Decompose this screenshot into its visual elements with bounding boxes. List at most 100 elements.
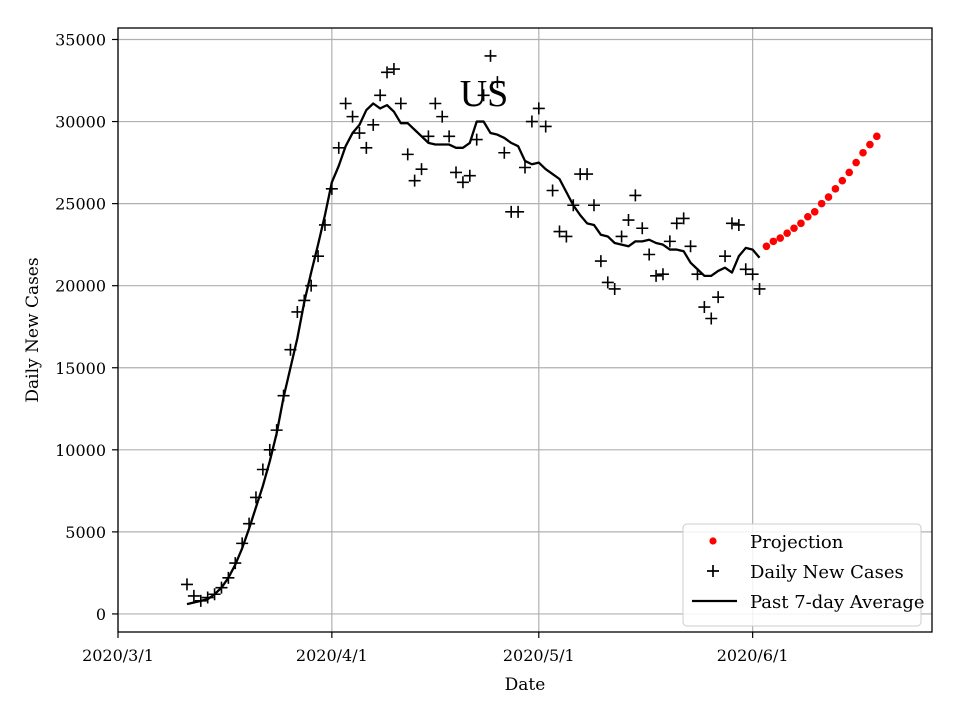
daily-cases-point <box>339 97 352 110</box>
legend-cases-marker <box>707 565 719 577</box>
y-tick-label: 5000 <box>65 523 106 542</box>
daily-cases-point <box>691 268 704 281</box>
daily-cases-point <box>581 168 594 181</box>
daily-cases-point <box>677 212 690 225</box>
average-line-layer <box>186 102 761 606</box>
daily-cases-point <box>429 97 442 110</box>
legend-box <box>682 523 922 627</box>
projection-point <box>762 242 771 251</box>
daily-cases-point <box>318 218 331 231</box>
y-tick-label: 0 <box>96 605 106 624</box>
daily-cases-point <box>739 263 752 276</box>
legend-cases-label: Daily New Cases <box>750 562 904 583</box>
daily-cases-point <box>753 282 766 295</box>
daily-cases-point <box>415 163 428 176</box>
daily-cases-point <box>408 174 421 187</box>
daily-cases-point <box>698 301 711 314</box>
daily-cases-point <box>643 248 656 261</box>
daily-cases-point <box>594 255 607 268</box>
daily-cases-point <box>312 250 325 263</box>
daily-cases-point <box>450 166 463 179</box>
daily-cases-point <box>629 189 642 202</box>
daily-cases-point <box>381 66 394 79</box>
daily-cases-point <box>284 343 297 356</box>
daily-cases-point <box>332 141 345 154</box>
daily-cases-point <box>180 578 193 591</box>
projection-point <box>873 132 881 141</box>
daily-cases-point <box>587 199 600 212</box>
daily-cases-point <box>553 225 566 238</box>
daily-cases-point <box>546 184 559 197</box>
projection-point <box>790 224 798 233</box>
chart-title: US <box>460 73 509 115</box>
x-tick-label: 2020/6/1 <box>717 646 789 665</box>
daily-cases-point <box>525 115 538 128</box>
projection-point <box>769 237 778 246</box>
daily-cases-point <box>367 118 380 131</box>
daily-cases-point <box>725 217 738 230</box>
x-tick-label: 2020/3/1 <box>82 646 154 665</box>
projection-point <box>797 219 805 228</box>
projection-point <box>824 193 833 201</box>
daily-cases-point <box>519 161 531 174</box>
daily-cases-point <box>194 594 207 607</box>
projection-point <box>838 176 847 185</box>
daily-cases-point <box>622 214 635 227</box>
daily-cases-point <box>263 443 276 456</box>
legend-projection-marker <box>709 537 717 545</box>
projection-point <box>866 140 874 149</box>
daily-cases-point <box>532 102 545 115</box>
daily-cases-point <box>456 176 469 189</box>
daily-cases-point <box>387 63 400 76</box>
daily-cases-point <box>484 49 497 62</box>
daily-cases-point <box>270 424 283 437</box>
daily-cases-point <box>712 291 725 304</box>
daily-cases-point <box>394 97 407 110</box>
y-tick-label: 15000 <box>55 359 106 378</box>
daily-cases-point <box>325 182 338 195</box>
daily-cases-point <box>298 294 311 307</box>
daily-cases-point <box>539 120 552 133</box>
projection-point <box>776 234 785 242</box>
daily-cases-point <box>360 141 373 154</box>
daily-cases-point <box>443 130 456 143</box>
daily-cases-point <box>291 305 304 318</box>
daily-cases-point <box>684 240 697 253</box>
daily-cases-point <box>498 146 511 159</box>
daily-cases-point <box>236 537 249 550</box>
daily-cases-point <box>636 222 649 235</box>
projection-point <box>810 208 819 216</box>
projection-point <box>817 199 826 208</box>
daily-cases-point <box>215 581 228 594</box>
projection-point <box>783 229 791 237</box>
daily-cases-point <box>470 133 483 146</box>
daily-cases-point <box>422 130 435 143</box>
daily-cases-point <box>346 110 359 123</box>
average-line <box>186 102 761 606</box>
daily-cases-point <box>732 218 745 231</box>
x-axis-ticks: 2020/3/1 2020/4/1 2020/5/1 2020/6/1 <box>82 632 789 665</box>
projection-point <box>845 168 854 177</box>
daily-cases-point <box>615 230 628 243</box>
daily-cases-layer <box>180 49 766 607</box>
daily-cases-point <box>256 463 269 476</box>
daily-cases-point <box>608 282 621 295</box>
daily-cases-point <box>436 110 449 123</box>
legend-projection-label: Projection <box>750 532 844 553</box>
y-tick-label: 25000 <box>55 195 106 214</box>
daily-cases-point <box>656 268 669 281</box>
daily-cases-point <box>491 76 504 89</box>
daily-cases-point <box>222 571 235 584</box>
x-tick-label: 2020/5/1 <box>503 646 575 665</box>
daily-cases-point <box>601 276 614 289</box>
daily-cases-point <box>670 217 683 230</box>
y-axis-ticks: 0 5000 10000 15000 20000 25000 30000 35000 <box>55 30 118 624</box>
y-tick-label: 30000 <box>55 113 106 132</box>
y-tick-label: 10000 <box>55 441 106 460</box>
projection-point <box>852 158 860 167</box>
daily-cases-point <box>305 279 318 292</box>
daily-cases-point <box>208 588 221 601</box>
daily-cases-point <box>663 235 676 248</box>
plot-frame <box>117 27 933 633</box>
